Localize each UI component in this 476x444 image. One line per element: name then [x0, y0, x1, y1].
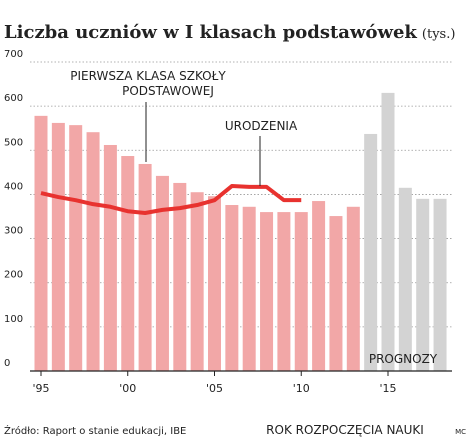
bar	[260, 212, 274, 371]
annotation: URODZENIA	[225, 119, 298, 133]
annotation: PODSTAWOWEJ	[122, 84, 214, 98]
lines	[40, 184, 302, 215]
bar	[312, 201, 326, 371]
bar	[346, 206, 360, 371]
bar	[225, 205, 239, 371]
bar	[277, 212, 291, 371]
bar	[381, 92, 395, 372]
bar	[86, 132, 100, 371]
y-tick-label: 0	[4, 358, 10, 369]
bar	[190, 192, 204, 371]
unit: (tys.)	[422, 27, 456, 42]
y-tick-label: 400	[4, 181, 23, 192]
title-text: Liczba uczniów w I klasach podstawówek	[4, 22, 417, 43]
y-tick-label: 100	[4, 314, 23, 325]
bar	[208, 196, 221, 371]
bars	[34, 92, 447, 372]
bar	[398, 187, 412, 371]
annotation: PIERWSZA KLASA SZKOŁY	[70, 69, 226, 83]
bar	[364, 133, 378, 371]
chart-title: Liczba uczniów w I klasach podstawówek (t…	[4, 22, 455, 43]
line	[40, 184, 302, 215]
y-tick-label: 300	[4, 226, 23, 237]
bar	[138, 163, 152, 371]
source: Źródło: Raport o stanie edukacji, IBE	[4, 424, 186, 437]
annotation: PROGNOZY	[369, 352, 438, 366]
labels: 0 100 200 300 400 500 600 700 '95 '00 '05 '10 '15	[4, 49, 452, 395]
credit: MC	[455, 428, 466, 436]
x-axis-label: ROK ROZPOCZĘCIA NAUKI	[266, 423, 424, 437]
y-tick-label: 700	[4, 49, 23, 60]
bar	[173, 182, 187, 371]
x-tick-label: '10	[293, 382, 310, 395]
x-tick-label: '05	[206, 382, 223, 395]
bar	[51, 122, 65, 371]
bar	[416, 198, 430, 371]
x-tick-label: '15	[379, 382, 396, 395]
plot: 0 100 200 300 400 500 600 700 '95 '00 '05 '10 '15	[4, 49, 452, 395]
bar	[242, 206, 256, 371]
y-tick-label: 600	[4, 93, 23, 104]
x-tick-label: '95	[32, 382, 49, 395]
bar	[329, 216, 343, 371]
bar	[155, 175, 169, 371]
bar	[294, 212, 308, 371]
x-tick-label: '00	[119, 382, 136, 395]
bar	[121, 156, 135, 371]
bar	[433, 198, 447, 371]
grid	[30, 61, 452, 328]
y-tick-label: 500	[4, 137, 23, 148]
bar	[34, 115, 48, 372]
y-tick-label: 200	[4, 270, 23, 281]
bar	[69, 125, 83, 371]
bar	[103, 144, 117, 371]
